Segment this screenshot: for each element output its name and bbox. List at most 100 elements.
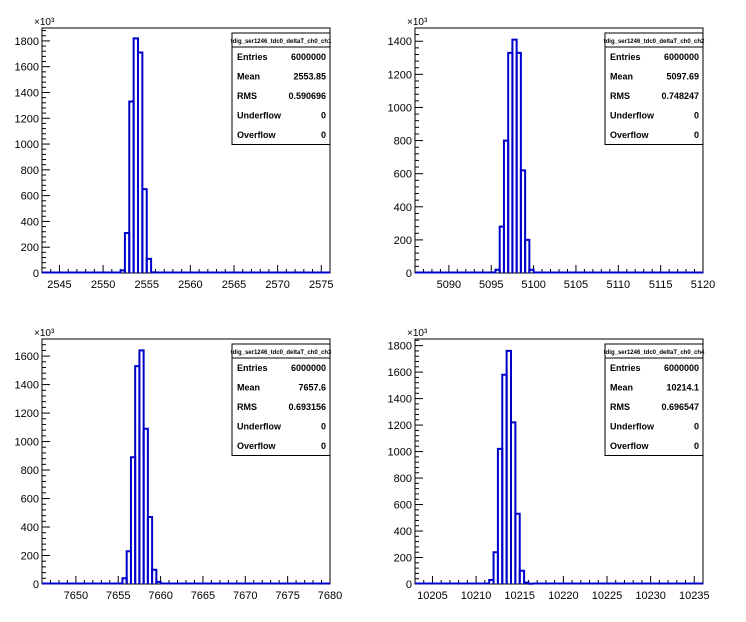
stats-value: 0 [321, 111, 326, 121]
x-tick-label: 2565 [222, 279, 246, 291]
x-tick-label: 7650 [64, 590, 88, 602]
stats-label: Overflow [237, 441, 277, 451]
stats-label: Underflow [237, 111, 282, 121]
histogram-bin [142, 427, 149, 584]
x-tick-label: 5120 [691, 279, 715, 291]
y-exponent-label: ×10³ [407, 17, 428, 28]
histogram-bin [151, 568, 158, 584]
stats-label: Entries [237, 363, 268, 373]
histogram-bin [528, 268, 535, 273]
stats-value: 0 [694, 111, 699, 121]
y-exponent-label: ×10³ [407, 328, 428, 339]
histogram-bin [146, 516, 154, 584]
y-tick-label: 1400 [15, 87, 39, 99]
stats-value: 0.748247 [661, 91, 699, 101]
y-tick-label: 1400 [388, 36, 412, 48]
x-tick-label: 2560 [178, 279, 202, 291]
stats-value: 10214.1 [666, 383, 699, 393]
y-tick-label: 0 [33, 268, 39, 280]
stats-label: RMS [610, 91, 630, 101]
y-tick-label: 200 [21, 551, 39, 563]
y-tick-label: 1600 [388, 367, 412, 379]
stats-title: tdig_ser1246_tdc0_deltaT_ch0_ch1 [231, 39, 332, 45]
x-tick-label: 5105 [564, 279, 588, 291]
x-tick-label: 5110 [606, 279, 630, 291]
x-tick-label: 2570 [265, 279, 289, 291]
x-tick-label: 5090 [437, 279, 461, 291]
stats-value: 0.590696 [288, 91, 326, 101]
histogram-bin [150, 271, 157, 274]
y-tick-label: 400 [394, 526, 412, 538]
x-tick-label: 7675 [275, 590, 299, 602]
y-tick-label: 1200 [388, 69, 412, 81]
histogram-bin [510, 421, 517, 584]
y-tick-label: 1200 [15, 408, 39, 420]
y-tick-label: 400 [21, 522, 39, 534]
y-tick-label: 800 [394, 136, 412, 148]
y-tick-label: 200 [394, 553, 412, 565]
stats-label: RMS [610, 402, 630, 412]
y-tick-label: 1000 [388, 447, 412, 459]
x-tick-label: 2550 [91, 279, 115, 291]
histogram-bin [155, 580, 162, 584]
histogram-bin [137, 51, 144, 273]
y-tick-label: 1600 [15, 351, 39, 363]
y-tick-label: 1200 [15, 113, 39, 125]
stats-label: Mean [610, 72, 633, 82]
stats-value: 6000000 [664, 363, 699, 373]
y-tick-label: 1000 [15, 437, 39, 449]
histogram-bin [524, 238, 531, 273]
histogram-bin [145, 257, 153, 273]
x-tick-label: 2555 [134, 279, 158, 291]
stats-label: Underflow [610, 111, 655, 121]
stats-value: 0 [321, 422, 326, 432]
x-tick-label: 10215 [504, 590, 535, 602]
x-tick-label: 5115 [649, 279, 673, 291]
y-tick-label: 800 [21, 465, 39, 477]
x-tick-label: 7670 [233, 590, 257, 602]
y-tick-label: 1000 [15, 139, 39, 151]
x-tick-label: 10210 [461, 590, 492, 602]
stats-label: Overflow [610, 441, 650, 451]
stats-title: tdig_ser1246_tdc0_deltaT_ch0_ch4 [604, 350, 705, 356]
y-tick-label: 1400 [388, 394, 412, 406]
y-tick-label: 1800 [388, 341, 412, 353]
y-exponent-label: ×10³ [34, 328, 55, 339]
x-tick-label: 2575 [309, 279, 333, 291]
y-tick-label: 400 [21, 216, 39, 228]
histogram-bin [519, 169, 527, 273]
histogram-bin [141, 188, 148, 273]
stats-label: Overflow [610, 130, 650, 140]
stats-value: 2553.85 [293, 72, 326, 82]
x-tick-label: 10230 [635, 590, 666, 602]
stats-value: 0 [694, 441, 699, 451]
histogram-bin [515, 51, 522, 273]
y-tick-label: 1000 [388, 102, 412, 114]
stats-label: Underflow [237, 422, 282, 432]
x-tick-label: 5100 [521, 279, 545, 291]
x-tick-label: 10220 [548, 590, 579, 602]
y-tick-label: 800 [21, 165, 39, 177]
stats-title: tdig_ser1246_tdc0_deltaT_ch0_ch2 [604, 39, 705, 45]
stats-label: Overflow [237, 130, 277, 140]
stats-label: RMS [237, 402, 257, 412]
y-tick-label: 200 [21, 242, 39, 254]
y-tick-label: 600 [394, 500, 412, 512]
histogram-panel-4: 0 200 400 600 800 1000 1200 1400 1600 1800 ×10³ 102… [388, 328, 710, 602]
y-tick-label: 600 [21, 494, 39, 506]
stats-box [231, 343, 331, 456]
y-tick-label: 600 [394, 169, 412, 181]
stats-label: Entries [237, 52, 268, 62]
y-tick-label: 0 [406, 268, 412, 280]
histogram-bin [514, 512, 521, 584]
x-tick-label: 10235 [679, 590, 710, 602]
stats-label: Entries [610, 363, 641, 373]
y-tick-label: 1800 [15, 36, 39, 48]
x-tick-label: 10205 [417, 590, 448, 602]
stats-box [604, 32, 704, 145]
stats-value: 0 [694, 130, 699, 140]
y-tick-label: 200 [394, 235, 412, 247]
y-tick-label: 1400 [15, 380, 39, 392]
y-tick-label: 0 [33, 579, 39, 591]
stats-value: 5097.69 [666, 72, 699, 82]
